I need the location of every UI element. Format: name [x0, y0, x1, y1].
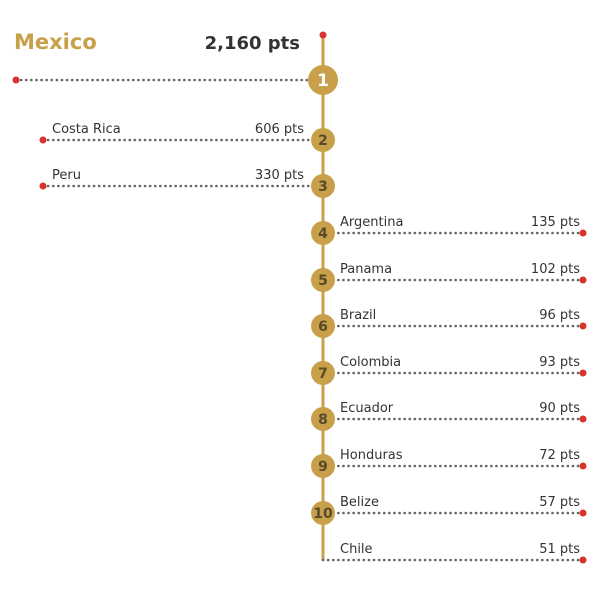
rank-badge: [311, 501, 335, 525]
row-end-dot: [579, 322, 587, 330]
rank-number: 8: [318, 412, 328, 428]
points-label: 72 pts: [539, 448, 580, 463]
rank-badge: [311, 128, 335, 152]
points-label: 57 pts: [539, 495, 580, 510]
rank-number: 7: [318, 366, 328, 382]
country-label: Brazil: [340, 308, 376, 323]
country-label: Chile: [340, 542, 373, 557]
country-label: Colombia: [340, 355, 401, 370]
country-label: Honduras: [340, 448, 403, 463]
points-label: 135 pts: [531, 215, 580, 230]
row-end-dot: [579, 556, 587, 564]
country-label: Belize: [340, 495, 379, 510]
country-label: Costa Rica: [52, 122, 121, 137]
row-end-dot: [579, 369, 587, 377]
row-end-dot: [39, 136, 47, 144]
points-label: 90 pts: [539, 401, 580, 416]
row-end-dot: [579, 415, 587, 423]
country-label: Mexico: [14, 30, 97, 54]
points-label: 2,160 pts: [205, 33, 300, 54]
country-label: Peru: [52, 168, 81, 183]
rank-badge: [311, 268, 335, 292]
row-end-dot: [12, 76, 20, 84]
rank-number: 9: [318, 459, 328, 475]
rank-badge: [311, 314, 335, 338]
rank-number: 4: [318, 226, 328, 242]
rank-badge: [308, 65, 338, 95]
country-label: Panama: [340, 262, 392, 277]
country-label: Ecuador: [340, 401, 394, 416]
rank-badge: [311, 407, 335, 431]
row-end-dot: [579, 509, 587, 517]
points-label: 102 pts: [531, 262, 580, 277]
row-end-dot: [579, 276, 587, 284]
rank-number: 1: [317, 71, 329, 91]
rank-badge: [311, 174, 335, 198]
rank-badge: [311, 454, 335, 478]
row-end-dot: [39, 182, 47, 190]
rank-number: 5: [318, 273, 328, 289]
points-label: 96 pts: [539, 308, 580, 323]
rank-number: 10: [313, 506, 333, 522]
rank-number: 2: [318, 133, 328, 149]
points-label: 330 pts: [255, 168, 304, 183]
points-label: 93 pts: [539, 355, 580, 370]
country-label: Argentina: [340, 215, 403, 230]
spine-top-dot: [319, 31, 327, 39]
chart-rows: 1 Mexico 2,160 pts 2 Costa Rica 606 pts 3 Peru 3…: [12, 30, 587, 564]
rank-number: 3: [318, 179, 328, 195]
points-label: 51 pts: [539, 542, 580, 557]
rank-badge: [311, 221, 335, 245]
rank-number: 6: [318, 319, 328, 335]
rank-badge: [311, 361, 335, 385]
row-end-dot: [579, 229, 587, 237]
points-label: 606 pts: [255, 122, 304, 137]
row-end-dot: [579, 462, 587, 470]
